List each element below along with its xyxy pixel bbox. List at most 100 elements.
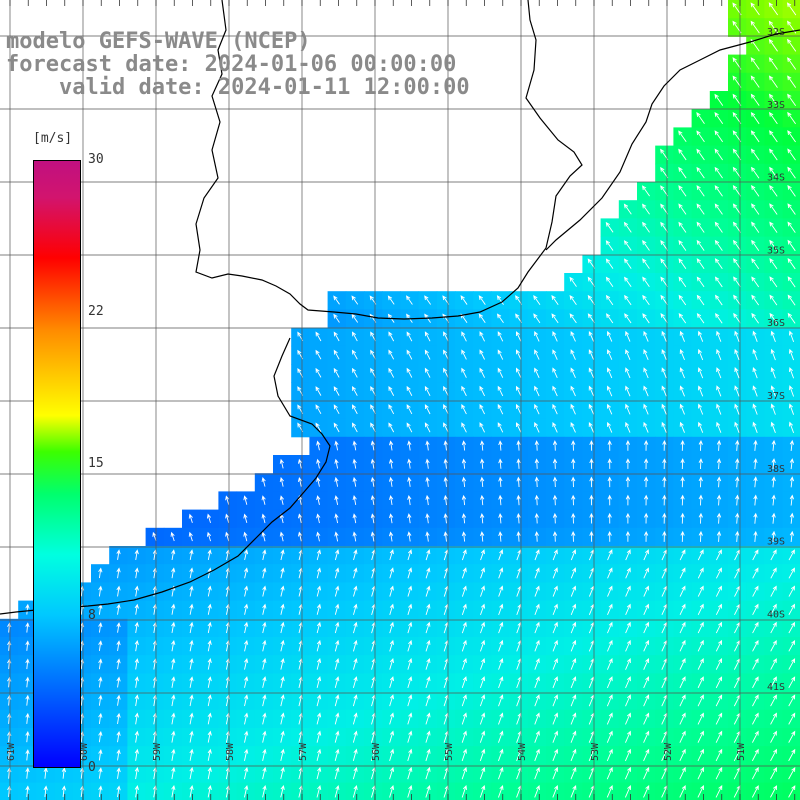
wind-arrow bbox=[751, 276, 760, 288]
wind-arrow bbox=[98, 694, 103, 706]
wind-arrow bbox=[643, 785, 650, 798]
wind-arrow bbox=[316, 694, 322, 707]
wind-arrow bbox=[316, 458, 321, 469]
wind-arrow bbox=[751, 294, 760, 306]
model-title: modelo GEFS-WAVE (NCEP) bbox=[6, 29, 311, 54]
wind-arrow bbox=[425, 567, 431, 579]
wind-arrow bbox=[515, 422, 522, 433]
wind-arrow bbox=[243, 603, 249, 615]
wind-arrow bbox=[552, 440, 558, 451]
wind-arrow bbox=[734, 549, 741, 561]
wind-arrow bbox=[679, 730, 686, 743]
wind-arrow bbox=[406, 349, 413, 360]
wind-arrow bbox=[788, 785, 796, 798]
wind-arrow bbox=[696, 148, 705, 161]
wind-arrow bbox=[661, 367, 667, 379]
wind-arrow bbox=[679, 603, 686, 616]
wind-arrow bbox=[643, 585, 649, 597]
wind-arrow bbox=[750, 148, 760, 161]
wind-arrow bbox=[515, 385, 522, 397]
wind-arrow bbox=[625, 530, 631, 542]
wind-arrow bbox=[279, 495, 284, 505]
wind-arrow bbox=[606, 349, 613, 360]
wind-arrow bbox=[7, 731, 12, 743]
wind-arrow bbox=[297, 476, 303, 487]
wind-speed-cell bbox=[782, 782, 800, 800]
wind-arrow bbox=[789, 530, 795, 543]
wind-arrow bbox=[7, 785, 12, 797]
wind-arrow bbox=[334, 694, 340, 707]
wind-arrow bbox=[244, 766, 249, 780]
wind-arrow bbox=[443, 513, 448, 524]
wind-arrow bbox=[171, 621, 176, 634]
wind-arrow bbox=[696, 221, 705, 233]
wind-arrow bbox=[643, 549, 649, 561]
wind-arrow bbox=[79, 640, 85, 651]
wind-arrow bbox=[788, 748, 796, 762]
wind-arrow bbox=[716, 512, 722, 524]
wind-arrow bbox=[43, 767, 48, 779]
wind-arrow bbox=[534, 730, 540, 743]
wind-arrow bbox=[388, 331, 395, 342]
wind-arrow bbox=[461, 404, 467, 415]
wind-arrow bbox=[716, 530, 722, 542]
wind-speed-cell bbox=[782, 254, 800, 274]
wind-arrow bbox=[715, 567, 722, 579]
wind-arrow bbox=[461, 784, 468, 798]
wind-arrow bbox=[407, 440, 412, 451]
wind-arrow bbox=[116, 749, 121, 761]
lat-label: 32S bbox=[767, 27, 785, 38]
wind-arrow bbox=[534, 476, 539, 488]
wind-arrow bbox=[752, 567, 759, 579]
wind-arrow bbox=[552, 531, 558, 542]
wind-arrow bbox=[788, 585, 795, 597]
wind-arrow bbox=[425, 712, 431, 725]
wind-arrow bbox=[171, 639, 176, 652]
wind-arrow bbox=[571, 458, 576, 469]
wind-arrow bbox=[479, 367, 485, 378]
lon-label: 53W bbox=[590, 742, 601, 761]
wind-arrow bbox=[297, 458, 303, 469]
wind-arrow bbox=[389, 766, 395, 780]
wind-arrow bbox=[643, 330, 649, 342]
wind-arrow bbox=[225, 531, 230, 542]
wind-arrow bbox=[570, 385, 576, 397]
wind-arrow bbox=[461, 676, 467, 689]
wind-arrow bbox=[334, 549, 340, 561]
wind-arrow bbox=[715, 585, 722, 597]
wind-arrow bbox=[116, 767, 121, 779]
wind-arrow bbox=[750, 166, 760, 179]
wind-arrow bbox=[625, 639, 631, 652]
wind-arrow bbox=[461, 531, 467, 542]
wind-arrow bbox=[753, 512, 758, 524]
wind-arrow bbox=[171, 766, 176, 780]
wind-arrow bbox=[480, 639, 486, 652]
wind-arrow bbox=[734, 348, 740, 361]
wind-arrow bbox=[98, 567, 103, 579]
wind-arrow bbox=[425, 549, 431, 561]
wind-arrow bbox=[443, 476, 448, 487]
wind-arrow bbox=[461, 712, 467, 725]
wind-arrow bbox=[98, 767, 103, 779]
wind-arrow bbox=[607, 567, 613, 579]
wind-arrow bbox=[751, 185, 760, 197]
wind-arrow bbox=[388, 494, 394, 506]
wind-arrow bbox=[606, 403, 613, 415]
wind-arrow bbox=[589, 458, 594, 469]
wind-arrow bbox=[497, 385, 504, 397]
wind-arrow bbox=[207, 748, 212, 761]
wind-arrow bbox=[643, 494, 649, 506]
wind-arrow bbox=[552, 367, 558, 379]
wind-arrow bbox=[497, 367, 504, 378]
wind-arrow bbox=[643, 476, 649, 488]
wind-arrow bbox=[534, 567, 540, 579]
wind-arrow bbox=[389, 730, 395, 743]
wind-arrow bbox=[643, 621, 650, 634]
wind-arrow bbox=[171, 712, 176, 725]
lon-label: 59W bbox=[152, 742, 163, 761]
wind-arrow bbox=[625, 694, 631, 707]
wind-arrow bbox=[189, 658, 194, 670]
wind-arrow bbox=[534, 766, 540, 780]
wind-arrow bbox=[497, 403, 504, 415]
